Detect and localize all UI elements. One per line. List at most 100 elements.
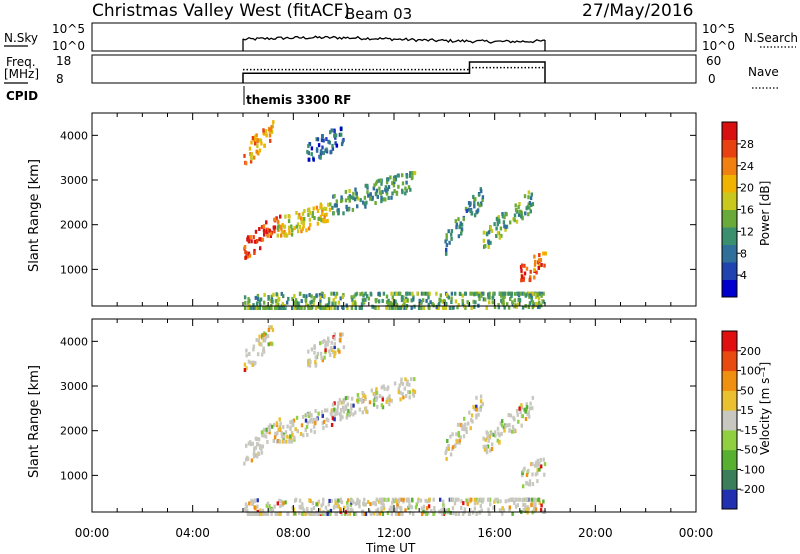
power-cell [485,306,488,310]
velocity-cell [446,439,449,443]
velocity-cell [315,510,318,515]
power-cell [517,205,520,210]
velocity-cell [305,412,309,417]
velocity-cell [439,497,442,502]
power-cell [392,175,396,180]
power-cell [321,145,324,150]
x-tick-label: 04:00 [175,526,210,540]
velocity-cell [527,506,530,511]
velocity-heatmap [243,325,547,516]
velocity-cell [273,504,276,509]
velocity-cell [455,432,458,437]
power-cell [384,185,388,190]
power-cell [513,298,517,303]
power-cell [378,291,381,296]
velocity-cell [257,437,261,442]
velocity-cell [485,446,488,451]
power-cell [498,235,501,240]
velocity-cell [337,401,340,406]
velocity-cell [317,512,320,516]
colorbar-tick-label: 8 [740,247,747,260]
power-cell [533,262,537,267]
power-cell [401,173,404,178]
power-cell [531,305,534,310]
power-cell [487,245,490,249]
power-cell [321,209,324,214]
velocity-cell [317,499,321,504]
power-cell [295,224,298,229]
velocity-cell [383,386,386,391]
power-cell [426,291,429,296]
power-cell [248,236,251,241]
velocity-cell [261,433,264,438]
velocity-cell [326,512,329,516]
power-cell [272,120,275,125]
velocity-cell [515,408,519,413]
velocity-cell [364,394,367,399]
power-cell [326,303,329,308]
velocity-cell [255,338,258,342]
power-cell [473,292,476,297]
velocity-cell [470,413,474,418]
power-ylabel: Slant Range [km] [27,159,42,272]
velocity-cell [455,512,458,516]
power-cell [477,293,481,298]
power-cell [295,300,299,305]
power-cell [287,219,291,224]
power-cell [527,190,531,195]
velocity-cell [479,407,482,412]
velocity-cell [243,461,246,466]
velocity-cell [247,359,251,364]
velocity-cell [411,392,415,397]
power-cell [509,297,512,301]
power-cell [380,181,383,186]
velocity-cell [245,366,248,371]
velocity-cell [282,425,285,430]
velocity-cell [494,497,497,502]
power-cell [301,217,305,222]
velocity-cell [286,512,289,516]
velocity-cell [244,507,247,512]
velocity-cell [271,328,275,333]
velocity-cell [451,497,455,502]
power-cell [330,291,333,296]
velocity-cell [317,411,320,416]
velocity-cell [314,355,317,360]
power-cell [474,300,477,305]
power-cell [476,208,480,213]
velocity-cell [329,512,332,516]
velocity-cell [524,509,527,513]
velocity-cell [395,499,398,503]
velocity-cell [487,507,490,512]
velocity-cell [538,467,541,472]
power-cell [497,303,500,308]
power-cell [467,207,470,212]
power-cell [394,177,398,182]
power-cell [544,251,547,256]
cpid-label: CPID [6,89,38,103]
velocity-cell [358,499,361,504]
velocity-cell [310,428,313,433]
velocity-cell [335,512,339,516]
velocity-cell [487,438,490,443]
power-cell [408,291,411,296]
velocity-cell [301,414,305,419]
power-cell [381,197,385,202]
power-cell [537,265,540,270]
velocity-cell [338,349,341,354]
velocity-cell [388,398,391,403]
velocity-cell [496,497,499,502]
velocity-cell [528,406,532,411]
power-cell [251,136,255,140]
y-tick-label: 3000 [60,380,88,393]
velocity-cell [454,443,457,448]
velocity-cell [330,408,333,413]
velocity-cell [249,360,253,365]
power-cell [438,297,441,302]
power-cell [321,207,324,212]
velocity-cell [425,512,428,516]
power-cell [280,224,283,229]
power-cell [243,153,246,158]
velocity-cell [507,413,510,417]
power-cell [272,292,275,297]
